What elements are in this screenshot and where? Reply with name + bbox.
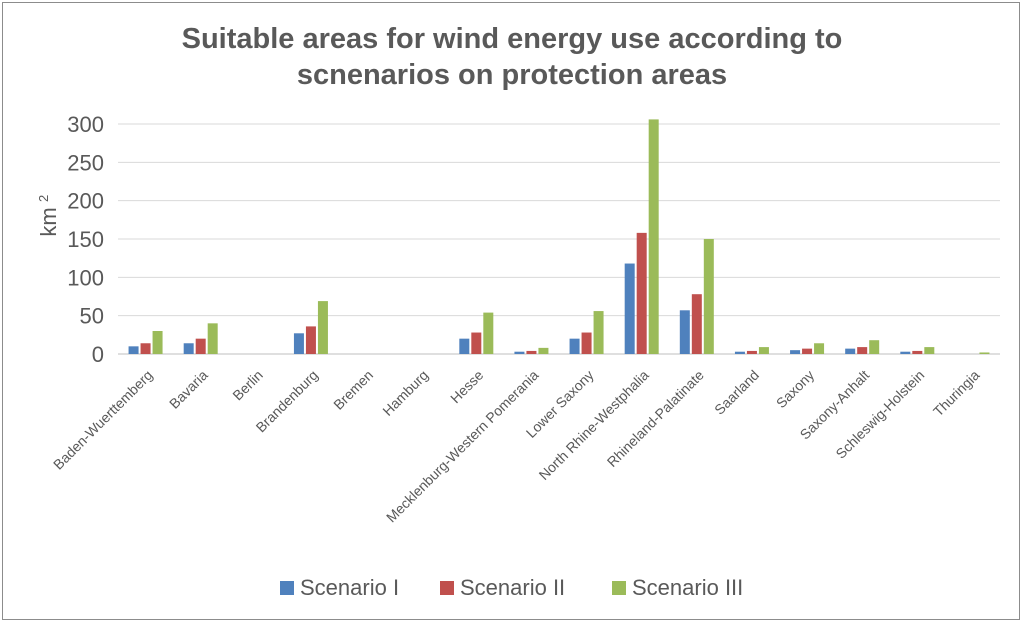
bar-scenario-ii: [802, 348, 813, 354]
x-tick-label: Berlin: [229, 367, 266, 404]
bar-scenario-ii: [636, 232, 647, 354]
bar-scenario-iii: [869, 340, 880, 354]
x-tick-label: Hesse: [447, 367, 487, 407]
x-tick-label: Thuringia: [930, 367, 983, 420]
bar-scenario-ii: [526, 350, 537, 354]
bar-scenario-ii: [857, 347, 868, 354]
chart-title-line-1: Suitable areas for wind energy use accor…: [182, 23, 843, 55]
chart-title-line-2: scnenarios on protection areas: [297, 59, 727, 91]
bar-scenario-i: [128, 346, 139, 354]
bar-scenario-iii: [703, 239, 714, 354]
bar-scenario-ii: [195, 338, 206, 354]
bar-scenario-i: [183, 343, 194, 354]
bar-scenario-i: [679, 310, 690, 354]
x-axis-ticks: Baden-Wuerttemberg Bavaria BerlinBrandenbu…: [50, 367, 983, 526]
bar-scenario-iii: [483, 312, 494, 354]
bar-scenario-i: [459, 338, 470, 354]
gridlines: [118, 123, 1000, 355]
legend: Scenario I Scenario II Scenario III: [280, 575, 743, 600]
bar-scenario-ii: [140, 343, 151, 354]
bar-scenario-iii: [152, 331, 163, 354]
legend-swatch: [280, 581, 294, 595]
x-tick-label: Saxony: [773, 367, 817, 411]
x-tick-label: North Rhine-Westphalia: [536, 367, 652, 483]
y-tick-label: 200: [67, 189, 104, 214]
y-tick-label: 0: [92, 342, 104, 367]
bar-scenario-i: [734, 351, 745, 354]
bar-scenario-iii: [648, 119, 659, 355]
y-tick-label: 50: [80, 304, 104, 329]
bar-scenario-iii: [758, 347, 769, 354]
legend-swatch: [612, 581, 626, 595]
x-tick-label: Baden-Wuerttemberg: [50, 367, 156, 473]
bar-scenario-iii: [814, 343, 825, 354]
bar-scenario-i: [900, 351, 911, 354]
bar-scenario-iii: [317, 301, 328, 354]
y-axis-label-text: km: [36, 207, 61, 236]
bar-scenario-i: [514, 351, 525, 354]
bar-scenario-ii: [581, 332, 592, 354]
x-tick-label: Hamburg: [379, 367, 431, 419]
bar-scenario-ii: [305, 326, 316, 354]
y-tick-label: 100: [67, 265, 104, 290]
y-axis-label-superscript: 2: [36, 195, 51, 202]
bar-scenario-ii: [746, 350, 757, 354]
bar-scenario-i: [624, 263, 635, 354]
x-tick-label: Bavaria: [166, 367, 211, 412]
legend-label: Scenario I: [300, 575, 399, 600]
y-axis-ticks: 0 50 100 150 200 250 300: [67, 112, 104, 367]
x-tick-label: Bremen: [330, 367, 376, 413]
bar-scenario-i: [845, 348, 856, 354]
legend-label: Scenario II: [460, 575, 565, 600]
bar-scenario-ii: [912, 350, 923, 354]
y-tick-label: 150: [67, 227, 104, 252]
bar-scenario-iii: [924, 347, 935, 354]
x-tick-label: Rhineland-Palatinate: [604, 367, 707, 470]
bar-scenario-i: [790, 350, 801, 354]
bar-scenario-ii: [691, 294, 702, 354]
y-tick-label: 250: [67, 150, 104, 175]
bar-scenario-i: [293, 333, 304, 354]
bar-scenario-iii: [207, 323, 218, 354]
legend-swatch: [440, 581, 454, 595]
x-tick-label: Saarland: [711, 367, 762, 418]
legend-label: Scenario III: [632, 575, 743, 600]
bars: [128, 119, 990, 355]
bar-scenario-iii: [538, 347, 549, 354]
bar-scenario-iii: [593, 311, 604, 354]
y-tick-label: 300: [67, 112, 104, 137]
bar-scenario-ii: [471, 332, 482, 354]
y-axis-label: km 2: [36, 195, 61, 237]
bar-scenario-iii: [979, 352, 990, 354]
bar-scenario-i: [569, 338, 580, 354]
